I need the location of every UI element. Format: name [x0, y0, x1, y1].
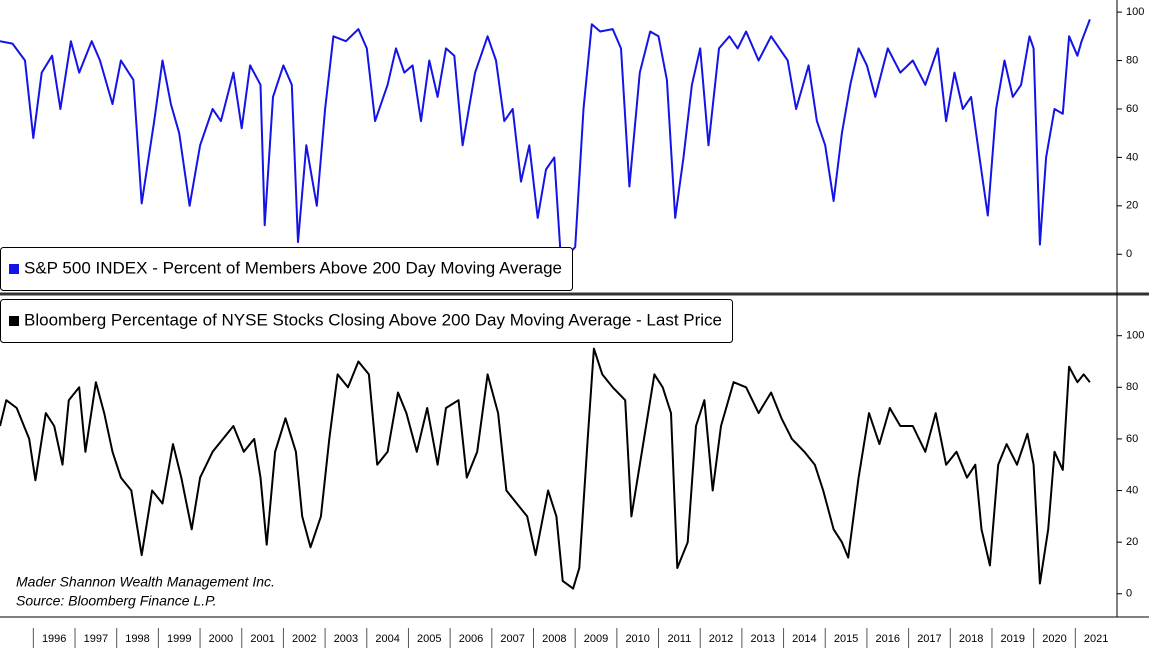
legend-label: Bloomberg Percentage of NYSE Stocks Clos… [24, 310, 722, 329]
y-tick-label: 20 [1126, 200, 1138, 212]
legend: Bloomberg Percentage of NYSE Stocks Clos… [0, 299, 734, 343]
legend-swatch [9, 264, 19, 274]
legend-box [0, 299, 734, 343]
x-tick-label: 2009 [584, 633, 608, 645]
x-tick-label: 2010 [625, 633, 649, 645]
y-tick-label: 0 [1126, 248, 1132, 260]
x-tick-label: 1998 [125, 633, 149, 645]
y-tick-label: 20 [1126, 536, 1138, 548]
x-tick-label: 2008 [542, 633, 566, 645]
y-tick-label: 40 [1126, 484, 1138, 496]
x-tick-label: 2018 [959, 633, 983, 645]
x-tick-label: 2019 [1001, 633, 1025, 645]
x-tick-label: 2007 [500, 633, 524, 645]
x-tick-label: 2021 [1084, 633, 1108, 645]
x-tick-label: 2013 [750, 633, 774, 645]
x-tick-label: 2003 [334, 633, 358, 645]
y-tick-label: 80 [1126, 54, 1138, 66]
legend-label: S&P 500 INDEX - Percent of Members Above… [24, 258, 562, 277]
x-tick-label: 1996 [42, 633, 66, 645]
y-tick-label: 40 [1126, 151, 1138, 163]
y-tick-label: 0 [1126, 588, 1132, 600]
x-tick-label: 2005 [417, 633, 441, 645]
x-tick-label: 2017 [917, 633, 941, 645]
x-tick-label: 2000 [209, 633, 233, 645]
y-tick-label: 60 [1126, 433, 1138, 445]
legend-swatch [9, 316, 19, 326]
x-tick-label: 2004 [375, 633, 399, 645]
x-tick-label: 2011 [668, 633, 692, 645]
x-tick-label: 2020 [1042, 633, 1066, 645]
x-tick-label: 1997 [84, 633, 108, 645]
x-tick-label: 1999 [167, 633, 191, 645]
y-tick-label: 60 [1126, 103, 1138, 115]
x-tick-label: 2012 [709, 633, 733, 645]
y-tick-label: 80 [1126, 381, 1138, 393]
data-line [0, 347, 1091, 590]
x-tick-label: 2001 [250, 633, 274, 645]
source-note: Mader Shannon Wealth Management Inc. [16, 574, 275, 590]
y-tick-label: 100 [1126, 6, 1144, 18]
x-tick-label: 2016 [876, 633, 900, 645]
legend-box [0, 247, 573, 291]
x-tick-label: 2002 [292, 633, 316, 645]
source-note: Source: Bloomberg Finance L.P. [16, 593, 217, 609]
x-tick-label: 2006 [459, 633, 483, 645]
y-tick-label: 100 [1126, 330, 1144, 342]
legend: S&P 500 INDEX - Percent of Members Above… [0, 247, 573, 291]
x-tick-label: 2015 [834, 633, 858, 645]
x-tick-label: 2014 [792, 633, 816, 645]
